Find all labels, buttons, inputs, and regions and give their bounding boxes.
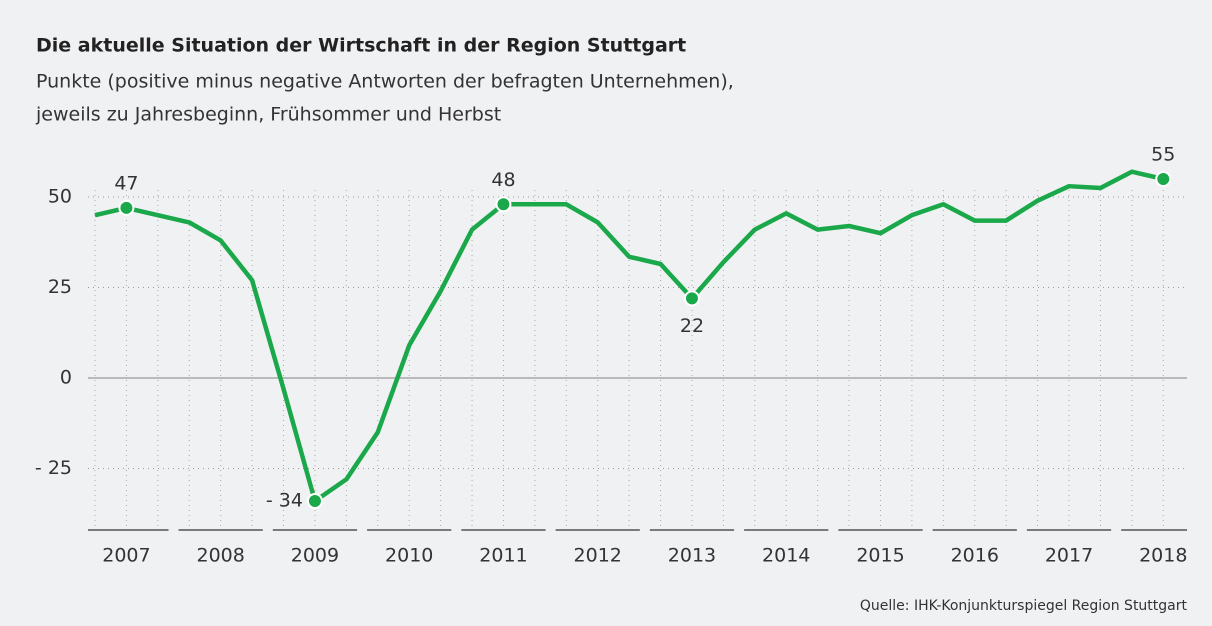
x-tick-label: 2013 bbox=[668, 545, 716, 567]
x-tick-label: 2011 bbox=[479, 545, 527, 567]
x-tick-label: 2016 bbox=[951, 545, 999, 567]
data-label: 55 bbox=[1151, 143, 1175, 165]
x-tick-label: 2018 bbox=[1139, 545, 1187, 567]
point bbox=[495, 196, 512, 213]
x-tick-label: 2014 bbox=[762, 545, 810, 567]
x-tick-label: 2017 bbox=[1045, 545, 1093, 567]
x-tick-label: 2008 bbox=[197, 545, 245, 567]
x-tick-label: 2015 bbox=[856, 545, 904, 567]
source: Quelle: IHK-Konjunkturspiegel Region Stu… bbox=[860, 598, 1188, 614]
x-tick-label: 2009 bbox=[291, 545, 339, 567]
chart-title: Die aktuelle Situation der Wirtschaft in… bbox=[36, 35, 686, 57]
point bbox=[118, 199, 135, 216]
y-tick-label: 0 bbox=[60, 367, 72, 389]
point bbox=[1155, 170, 1172, 187]
x-tick-label: 2010 bbox=[385, 545, 433, 567]
data-label: 47 bbox=[114, 172, 138, 194]
x-tick-label: 2012 bbox=[574, 545, 622, 567]
point bbox=[683, 290, 700, 307]
y-tick-label: 50 bbox=[48, 186, 72, 208]
y-tick-label: 25 bbox=[48, 276, 72, 298]
x-tick-label: 2007 bbox=[102, 545, 150, 567]
data-label: 22 bbox=[680, 315, 704, 337]
chart-subtitle: Punkte (positive minus negative Antworte… bbox=[36, 71, 734, 93]
data-label: 48 bbox=[491, 169, 515, 191]
y-tick-label: - 25 bbox=[35, 457, 72, 479]
point bbox=[306, 493, 323, 510]
line bbox=[94, 169, 1164, 504]
chart-subtitle: jeweils zu Jahresbeginn, Frühsommer und … bbox=[35, 104, 501, 126]
data-label: - 34 bbox=[266, 490, 303, 512]
